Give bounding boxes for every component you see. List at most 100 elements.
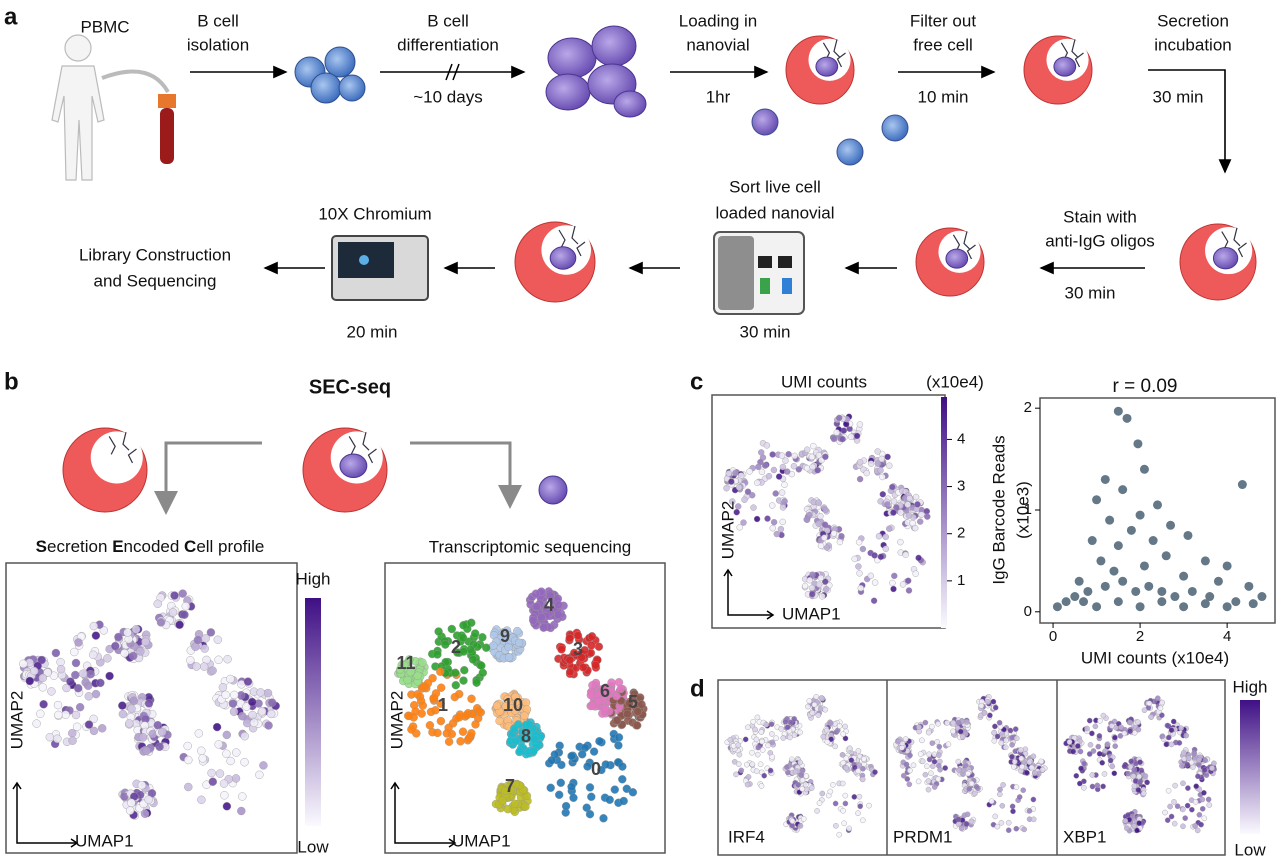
umap-cell bbox=[178, 589, 187, 598]
break-mark bbox=[445, 63, 460, 81]
umap-cell bbox=[619, 796, 628, 806]
umap-cell bbox=[633, 707, 642, 716]
umap-cell bbox=[823, 727, 830, 734]
umap-cell bbox=[1009, 754, 1015, 760]
umap-cell bbox=[820, 733, 827, 740]
umap-cell bbox=[997, 791, 1003, 798]
umap-cell bbox=[256, 688, 265, 697]
step-label: 10X Chromium bbox=[318, 204, 431, 223]
step-label: Filter out bbox=[910, 11, 976, 30]
cluster-label: 3 bbox=[573, 639, 583, 659]
cell bbox=[1212, 247, 1239, 270]
umap-cell bbox=[945, 741, 952, 748]
umap-cell bbox=[905, 577, 912, 584]
umap-cell bbox=[1206, 802, 1213, 808]
umap-cell bbox=[832, 800, 839, 807]
umap-cell bbox=[1134, 827, 1140, 834]
umap-cell bbox=[1168, 813, 1175, 820]
sample-arrow bbox=[101, 69, 170, 94]
umap-cell bbox=[618, 762, 627, 771]
umap-cell bbox=[779, 518, 786, 526]
scatter-point bbox=[1183, 530, 1193, 540]
umap-cell bbox=[789, 818, 796, 824]
umap-cell bbox=[1137, 779, 1143, 786]
scatter-point bbox=[1237, 480, 1247, 490]
umap-cell bbox=[1112, 734, 1118, 741]
umap-cell bbox=[736, 751, 743, 758]
umap-cell bbox=[418, 701, 427, 710]
umap-cell bbox=[912, 493, 920, 501]
umap-cell bbox=[120, 649, 129, 658]
umap-cell bbox=[728, 478, 735, 485]
umap-cloud bbox=[394, 587, 648, 823]
colorbar bbox=[941, 397, 947, 628]
umap-cell bbox=[733, 509, 740, 516]
umap-cell bbox=[792, 768, 799, 775]
umap-cell bbox=[732, 469, 739, 477]
scatter-point bbox=[1248, 599, 1258, 609]
umap-cell bbox=[836, 414, 843, 422]
step-time: 20 min bbox=[346, 322, 397, 341]
umap-cell bbox=[723, 485, 730, 492]
umap-cell bbox=[824, 739, 831, 745]
umap-cell bbox=[455, 713, 464, 722]
umap-cell bbox=[828, 720, 834, 727]
umap-cell bbox=[561, 801, 571, 811]
umap-cell bbox=[612, 691, 621, 701]
umap-cell bbox=[628, 788, 638, 797]
umap-cell bbox=[832, 743, 839, 750]
umap-cell bbox=[866, 802, 872, 809]
umap-cell bbox=[944, 720, 950, 726]
umap-cell bbox=[66, 677, 75, 686]
umap-cell bbox=[53, 700, 63, 710]
umap-cell bbox=[765, 742, 771, 749]
step-time: 1hr bbox=[706, 87, 731, 106]
umap-cell bbox=[822, 706, 829, 713]
antibody-strands bbox=[108, 432, 137, 464]
umap-cell bbox=[1012, 726, 1019, 732]
subtitle-part: E bbox=[112, 537, 123, 556]
scatter-point bbox=[1133, 439, 1143, 449]
chromium-illustration bbox=[331, 235, 429, 301]
umap-cell bbox=[736, 761, 742, 767]
umap-cell bbox=[1039, 766, 1046, 773]
scatter-frame bbox=[1039, 397, 1276, 624]
umap-cell bbox=[1005, 819, 1012, 826]
umap-cell bbox=[489, 641, 498, 650]
y-tick-label: 2 bbox=[1024, 399, 1032, 416]
umap-cell bbox=[1196, 812, 1203, 818]
umap-cell bbox=[47, 687, 56, 696]
step-label: Sort live cell bbox=[729, 177, 821, 196]
umap-cell bbox=[53, 734, 62, 743]
umap-cell bbox=[263, 688, 273, 698]
umap-cell bbox=[839, 780, 846, 787]
umap-cell bbox=[588, 701, 597, 710]
axis-label: UMAP2 bbox=[718, 501, 737, 560]
umap-cell bbox=[917, 751, 924, 757]
umap-cell bbox=[1135, 719, 1141, 726]
umap-cell bbox=[867, 572, 874, 579]
umap-cell bbox=[434, 627, 443, 636]
umap-cell bbox=[88, 650, 98, 659]
umap-cell bbox=[815, 712, 822, 719]
umap-cell bbox=[810, 442, 817, 450]
subtitle-part: C bbox=[184, 537, 196, 556]
umap-cell bbox=[924, 763, 930, 770]
umap-cell bbox=[1167, 803, 1173, 810]
gene-label: XBP1 bbox=[1063, 827, 1106, 846]
scatter-point bbox=[1157, 586, 1167, 596]
umap-cell bbox=[1086, 751, 1093, 757]
umap-cell bbox=[784, 724, 791, 731]
umap-cell bbox=[928, 770, 934, 777]
umap-cell bbox=[814, 808, 820, 814]
umap-cell bbox=[1100, 783, 1106, 790]
umap-cell bbox=[780, 735, 787, 741]
scatter-point bbox=[1257, 592, 1267, 602]
umap-cell bbox=[472, 678, 481, 687]
subtitle: Transcriptomic sequencing bbox=[429, 537, 632, 556]
umap-cell bbox=[259, 761, 268, 770]
umap-cell bbox=[198, 754, 207, 763]
subtitle-part: ncoded bbox=[124, 537, 185, 556]
umap-cell bbox=[846, 825, 853, 832]
